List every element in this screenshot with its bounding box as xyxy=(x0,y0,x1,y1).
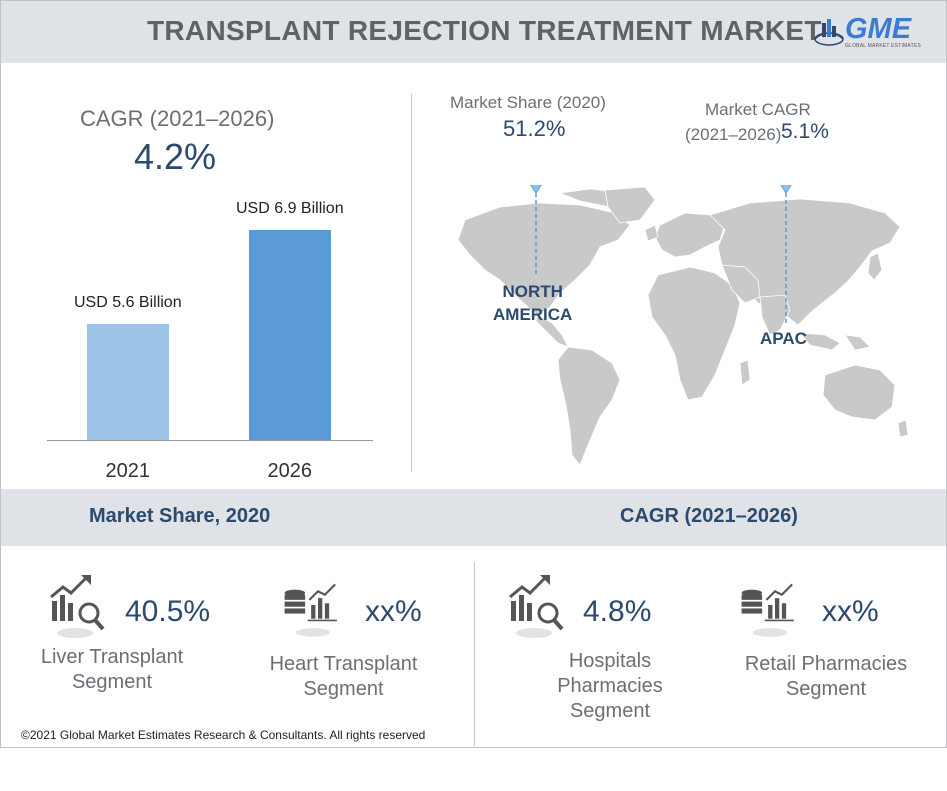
segment-label-heart-line1: Heart Transplant xyxy=(269,653,418,675)
cagr-section-title: CAGR (2021–2026) xyxy=(620,505,798,527)
overview-cagr-value: 4.2% xyxy=(134,136,217,177)
globe-building-icon xyxy=(814,19,844,46)
overview-cagr-label: CAGR (2021–2026) xyxy=(80,106,275,131)
market-share-value: 51.2% xyxy=(503,116,566,141)
bar-2026 xyxy=(249,230,331,440)
segment-value-heart: xx% xyxy=(365,595,422,628)
region-north-america-line1: NORTH xyxy=(502,282,563,301)
segment-label-liver: Liver Transplant Segment xyxy=(36,645,188,695)
database-chart-icon xyxy=(284,583,337,637)
pin-north-america xyxy=(530,185,542,275)
market-cagr-period: (2021–2026) xyxy=(685,125,782,144)
segment-divider xyxy=(474,562,475,746)
logo-text: GME xyxy=(845,13,912,45)
world-map xyxy=(457,185,909,466)
market-cagr-value: 5.1% xyxy=(781,120,829,143)
segment-value-retail: xx% xyxy=(822,595,879,628)
chart-magnifier-icon xyxy=(50,575,105,638)
pin-apac xyxy=(780,185,792,325)
x-tick-2026: 2026 xyxy=(267,460,313,482)
logo-subtitle: GLOBAL MARKET ESTIMATES xyxy=(845,43,921,49)
region-north-america: NORTH AMERICA xyxy=(493,280,572,326)
bar-2021 xyxy=(87,324,169,440)
market-share-section-title: Market Share, 2020 xyxy=(89,505,271,527)
vertical-divider xyxy=(411,94,412,472)
market-share-label: Market Share (2020) xyxy=(450,93,606,112)
segment-label-hospitals-line1: Hospitals xyxy=(568,650,652,672)
segment-label-heart-line2: Segment xyxy=(303,678,384,700)
segment-value-liver: 40.5% xyxy=(125,595,211,628)
segment-label-hospitals-line2: Pharmacies xyxy=(557,675,663,697)
segment-label-hospitals-line3: Segment xyxy=(569,700,651,722)
copyright-notice: ©2021 Global Market Estimates Research &… xyxy=(21,728,426,742)
segment-label-retail-line2: Segment xyxy=(785,678,867,700)
gme-logo: GME GLOBAL MARKET ESTIMATES xyxy=(813,13,931,51)
bar-data-label-2021: USD 5.6 Billion xyxy=(74,294,182,312)
x-tick-2021: 2021 xyxy=(105,460,151,482)
segment-label-retail-line1: Retail Pharmacies xyxy=(744,653,908,675)
segment-label-hospitals: Hospitals Pharmacies Segment xyxy=(530,649,690,724)
chart-magnifier-icon xyxy=(509,575,564,638)
bar-data-label-2026: USD 6.9 Billion xyxy=(236,200,344,217)
segment-label-liver-line2: Segment xyxy=(71,671,153,693)
segment-label-retail: Retail Pharmacies Segment xyxy=(738,652,914,702)
page-title: TRANSPLANT REJECTION TREATMENT MARKET xyxy=(147,15,822,46)
segment-label-heart: Heart Transplant Segment xyxy=(262,652,425,702)
segment-label-liver-line1: Liver Transplant xyxy=(40,646,184,668)
segment-value-hospitals: 4.8% xyxy=(583,595,652,628)
title-bar: TRANSPLANT REJECTION TREATMENT MARKET GM… xyxy=(1,1,946,63)
segment-header-band xyxy=(1,489,946,546)
region-apac: APAC xyxy=(760,329,807,348)
region-north-america-line2: AMERICA xyxy=(493,305,573,324)
market-cagr-label: Market CAGR xyxy=(705,100,811,119)
database-chart-icon xyxy=(741,583,794,637)
chart-axis-line xyxy=(47,440,373,441)
